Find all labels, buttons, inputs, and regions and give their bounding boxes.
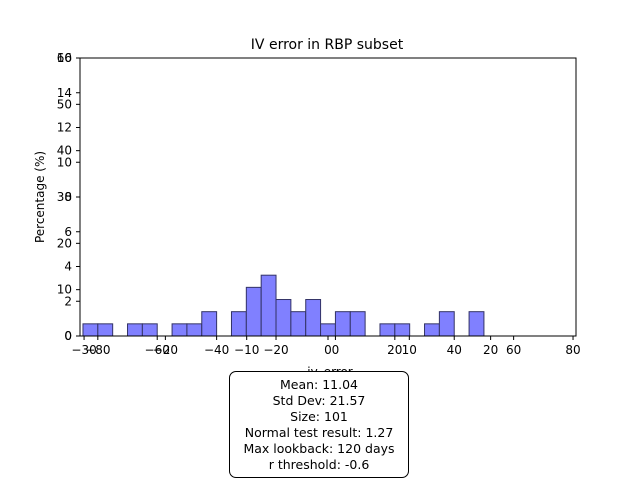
x-tick-label: 60	[506, 343, 521, 357]
x-tick-label: 10	[402, 343, 417, 357]
histogram-bar	[349, 311, 366, 337]
histogram-bar	[186, 323, 203, 337]
x-tick-label: −40	[204, 343, 229, 357]
stats-r-threshold: r threshold: -0.6	[268, 457, 370, 472]
y-tick-label: 6	[64, 225, 72, 239]
y-tick-label: 14	[57, 86, 72, 100]
histogram-bar	[394, 323, 411, 337]
histogram-bar	[275, 299, 292, 337]
plot-frame	[79, 57, 577, 337]
x-tick-label: 0	[332, 343, 340, 357]
y-tick-label: 20	[57, 236, 72, 250]
x-tick-label: −30	[71, 343, 96, 357]
y-tick-label: 0	[64, 329, 72, 343]
y-tick-label: 4	[64, 260, 72, 274]
x-tick-label: 0	[324, 343, 332, 357]
x-axis-ticks: −80 −60 −40 −20 0 20 40 60 80−30 −20 −10 0 10 20	[71, 336, 581, 357]
y-axis-label: Percentage (%)	[33, 151, 47, 243]
x-tick-label: 40	[447, 343, 462, 357]
y-tick-label: 30	[57, 190, 72, 204]
y-tick-label: 10	[57, 283, 72, 297]
histogram-bar	[438, 311, 455, 337]
bars-group	[82, 274, 485, 337]
y-tick-label: 12	[57, 121, 72, 135]
stats-size: Size: 101	[290, 409, 348, 424]
histogram-bar	[171, 323, 188, 337]
stats-max-lookback: Max lookback: 120 days	[243, 441, 395, 456]
stats-normal-test: Normal test result: 1.27	[244, 425, 394, 440]
y-tick-label: 40	[57, 144, 72, 158]
histogram-bar	[290, 311, 307, 337]
y-tick-label: 0	[64, 329, 72, 343]
chart-title: IV error in RBP subset	[251, 37, 404, 53]
histogram-bar	[468, 311, 485, 337]
y-tick-label: 50	[57, 97, 72, 111]
x-tick-label: −10	[234, 343, 259, 357]
histogram-bar	[305, 299, 322, 337]
y-tick-label: 10	[57, 155, 72, 169]
histogram-bar	[245, 286, 262, 337]
x-tick-label: −20	[153, 343, 178, 357]
histogram-bar	[334, 311, 351, 337]
x-tick-label: 20	[387, 343, 402, 357]
histogram-bar	[97, 323, 114, 337]
histogram-bar	[127, 323, 143, 337]
x-tick-label: −20	[263, 343, 288, 357]
y-tick-label: 16	[57, 51, 72, 65]
histogram-bar	[82, 323, 99, 337]
y-tick-label: 8	[64, 190, 72, 204]
histogram-bar	[141, 323, 158, 337]
x-tick-label: 20	[483, 343, 498, 357]
y-tick-label: 60	[57, 51, 72, 65]
y-tick-label: 2	[64, 294, 72, 308]
histogram-bar	[424, 323, 440, 337]
x-tick-label: −60	[145, 343, 170, 357]
histogram-bar	[230, 311, 247, 337]
histogram-bar	[201, 311, 218, 337]
stats-std-dev: Std Dev: 21.57	[272, 393, 366, 408]
stats-box: Mean: 11.04 Std Dev: 21.57 Size: 101 Nor…	[229, 371, 409, 478]
histogram-bar	[379, 323, 396, 337]
x-tick-label: −80	[85, 343, 110, 357]
histogram-bar	[320, 323, 336, 337]
x-tick-label: 80	[565, 343, 580, 357]
stats-mean: Mean: 11.04	[279, 377, 359, 392]
histogram-bar	[260, 274, 277, 337]
